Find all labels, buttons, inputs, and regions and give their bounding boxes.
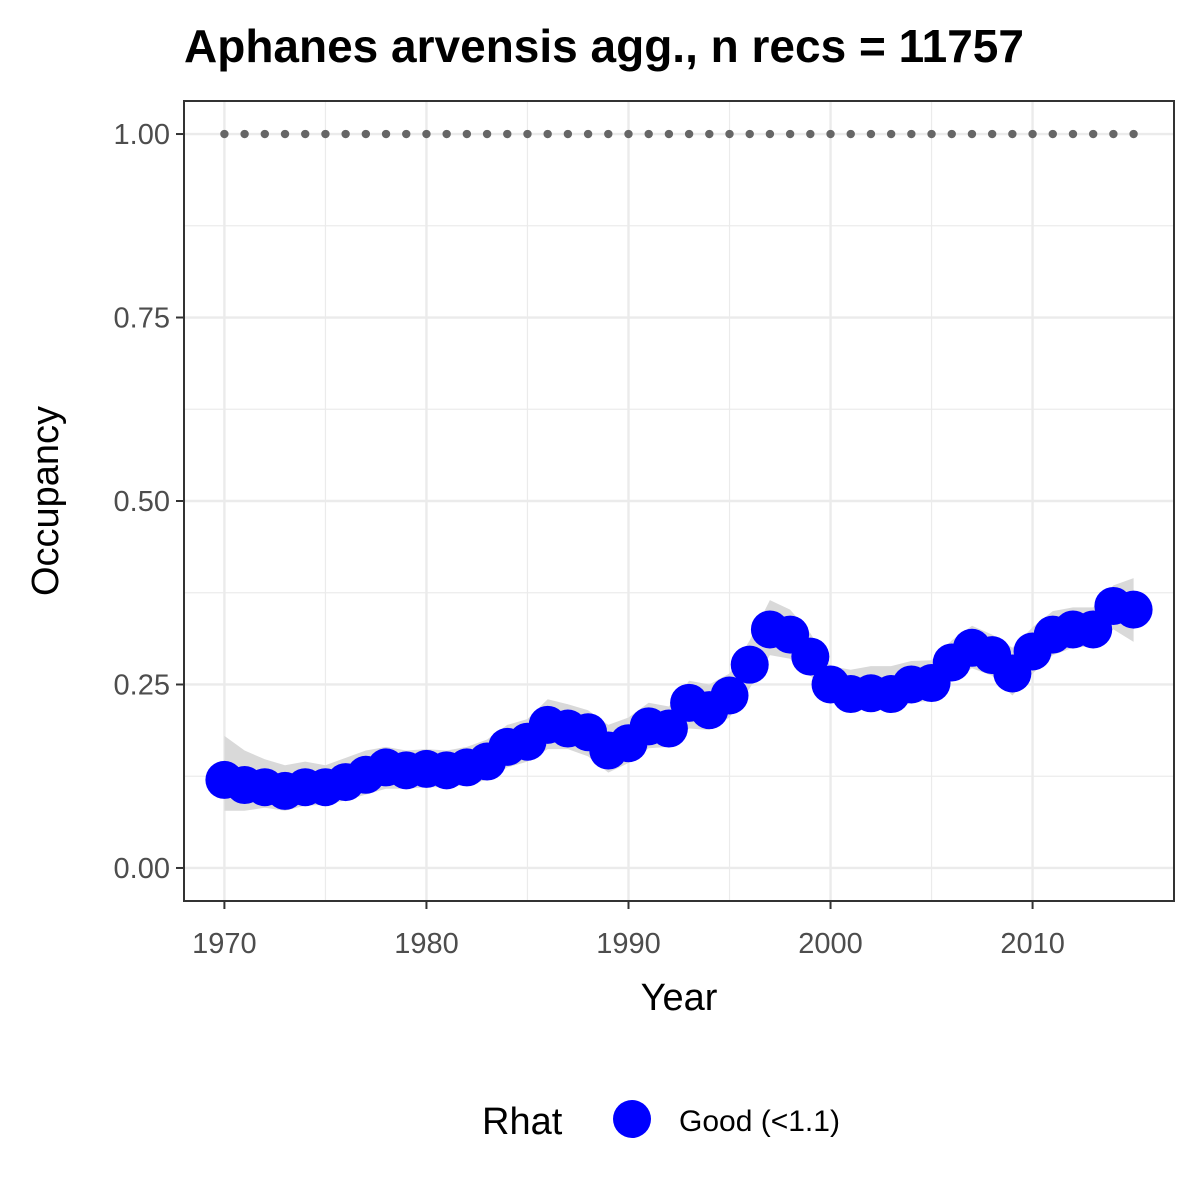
reference-dot [947,129,956,139]
reference-dot [684,129,694,139]
reference-dot [967,129,977,139]
reference-dot [1088,129,1098,139]
reference-dot [604,129,613,139]
reference-dot [280,129,290,139]
chart-title: Aphanes arvensis agg., n recs = 11757 [184,20,1024,72]
reference-dot [1109,129,1118,139]
reference-dot [240,129,249,139]
y-tick-label: 0.00 [114,853,170,885]
reference-dot [846,129,855,139]
reference-dot [886,129,896,139]
reference-dot [664,129,674,139]
reference-dot [482,129,492,139]
reference-dot [583,129,593,139]
x-tick-label: 2010 [1000,928,1065,960]
reference-dot [523,129,532,139]
reference-dot [543,129,552,139]
y-axis-title: Occupancy [25,406,67,596]
reference-dot [321,129,330,139]
reference-dot [987,129,997,139]
reference-dot [381,129,391,139]
data-point [730,645,769,684]
data-point [649,709,688,748]
data-point [1114,590,1153,629]
reference-dot [442,129,451,139]
data-point [710,676,749,715]
reference-dot [422,129,431,139]
reference-dot [644,129,653,139]
reference-dot [341,129,350,139]
reference-line-dots [220,129,1138,139]
data-point [791,637,830,676]
y-tick-label: 1.00 [114,119,170,151]
reference-dot [1068,129,1078,139]
legend-label-good: Good (<1.1) [679,1105,840,1138]
x-axis-title: Year [641,977,718,1019]
reference-dot [624,129,633,139]
reference-dot [785,129,795,139]
reference-dot [806,129,815,139]
legend-key-good [613,1100,651,1138]
reference-dot [765,129,775,139]
reference-dot [361,129,371,139]
axis-ticks-and-labels: 1970 1980 1990 2000 2010 0.00 0.25 0.50 0.75 1.00 [114,119,1065,960]
reference-dot [826,129,835,139]
reference-dot [462,129,472,139]
reference-dot [1008,129,1017,139]
x-tick-label: 1990 [596,928,661,960]
y-tick-label: 0.75 [114,303,170,335]
reference-dot [1129,129,1138,139]
y-tick-label: 0.25 [114,669,170,701]
reference-dot [927,129,936,139]
reference-dot [866,129,876,139]
grid-lines [184,101,1174,901]
reference-dot [1048,129,1057,139]
reference-dot [563,129,573,139]
reference-dot [725,129,734,139]
x-tick-label: 1970 [192,928,257,960]
legend: Rhat Good (<1.1) [482,1100,840,1143]
x-tick-label: 2000 [798,928,863,960]
occupancy-points [205,586,1153,810]
x-tick-label: 1980 [394,928,459,960]
legend-title: Rhat [482,1101,563,1143]
reference-dot [745,129,754,139]
reference-dot [260,129,270,139]
reference-dot [503,129,512,139]
reference-dot [402,129,411,139]
reference-dot [220,129,229,139]
reference-dot [301,129,310,139]
reference-dot [1028,129,1037,139]
reference-dot [907,129,916,139]
y-tick-label: 0.50 [114,486,170,518]
reference-dot [705,129,714,139]
